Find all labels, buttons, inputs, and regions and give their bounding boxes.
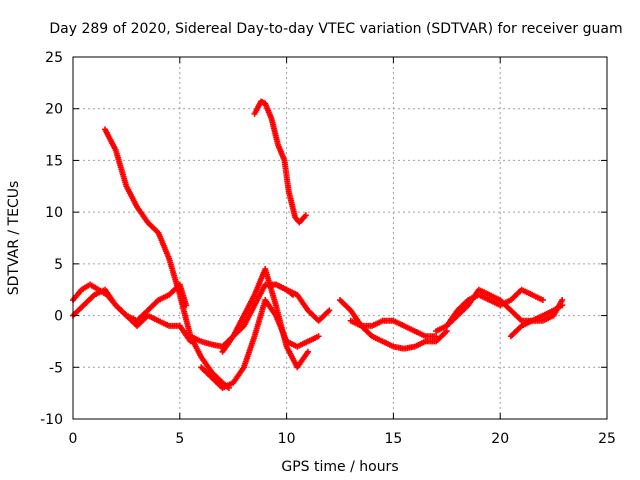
x-tick-label: 20 [491,431,509,447]
x-tick-label: 0 [69,431,78,447]
y-tick-label: 5 [54,257,63,273]
data-markers [70,98,566,391]
axis-ticks: 0 5 10 15 20 25 -10 -5 0 5 10 15 20 25 [40,50,616,447]
grid-lines [73,57,607,419]
y-tick-label: 15 [45,153,63,169]
chart-title: Day 289 of 2020, Sidereal Day-to-day VTE… [49,21,622,37]
data-point [304,348,311,355]
series-track-8 [272,281,333,324]
series-track-1 [102,126,232,391]
x-axis-label: GPS time / hours [281,459,398,475]
series-track-13 [507,297,566,340]
y-tick-label: -5 [49,360,63,376]
series-track-6 [198,297,322,391]
data-point [559,297,566,304]
x-tick-label: 10 [278,431,296,447]
series-track-10 [347,317,440,340]
y-tick-label: 25 [45,50,63,66]
data-point [433,333,440,340]
y-tick-label: 10 [45,205,63,221]
y-tick-label: 0 [54,309,63,325]
data-point [326,307,333,314]
y-axis-label: SDTVAR / TECUs [6,181,22,296]
series-track-2 [251,98,309,226]
data-point [183,302,190,309]
y-tick-label: 20 [45,102,63,118]
data-point [315,333,322,340]
x-tick-label: 25 [598,431,616,447]
x-tick-label: 15 [384,431,402,447]
plot-frame [72,56,608,420]
x-tick-label: 5 [175,431,184,447]
series-track-4 [70,286,194,345]
data-point [302,212,309,219]
data-point [539,297,546,304]
series-track-7 [219,266,311,371]
data-point [187,338,194,345]
data-point [443,328,450,335]
y-tick-label: -10 [40,412,63,428]
